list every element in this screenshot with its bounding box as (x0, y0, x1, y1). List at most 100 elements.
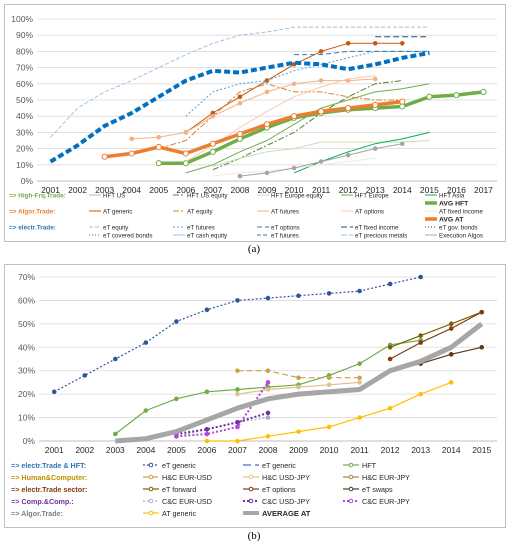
data-point (113, 356, 118, 362)
legend-label: AVG AT (439, 217, 464, 224)
y-tick-label: 40% (16, 111, 33, 121)
data-point (318, 49, 324, 54)
legend-label: AVG eT (439, 241, 464, 242)
series-hft-europe (185, 83, 430, 174)
data-point (345, 41, 351, 46)
data-point (235, 419, 240, 425)
data-point (204, 431, 210, 437)
data-point (296, 429, 301, 434)
data-point (418, 340, 423, 345)
x-tick-label: 2008 (259, 445, 278, 455)
y-tick-label: 0% (21, 176, 34, 186)
y-tick-label: 80% (16, 46, 33, 56)
x-tick-label: 2015 (420, 185, 439, 195)
data-point (155, 143, 162, 151)
legend-label: AT futures (271, 209, 299, 216)
series-line (212, 80, 403, 171)
legend-label: HFT Europe equity (271, 193, 324, 200)
x-tick-label: 2006 (197, 445, 216, 455)
legend-label: AT generic (103, 209, 132, 216)
data-point (265, 415, 271, 420)
data-point (263, 121, 271, 128)
y-tick-label: 0% (23, 436, 36, 446)
x-tick-label: 2008 (230, 185, 249, 195)
y-tick-label: 10% (18, 413, 35, 423)
series-line (185, 83, 430, 174)
data-point (51, 389, 57, 395)
x-tick-label: 2011 (312, 185, 331, 195)
data-point (387, 281, 393, 287)
legend-group-label: => Algor.Trade: (11, 509, 63, 518)
data-point (326, 375, 332, 381)
legend-label: C&C EUR-JPY (362, 497, 410, 506)
data-point (265, 295, 271, 301)
data-point (345, 105, 352, 112)
series-line (115, 321, 484, 444)
data-point (129, 136, 135, 142)
y-tick-label: 30% (18, 366, 35, 376)
series-at-generic (204, 380, 454, 444)
data-point (204, 389, 210, 395)
legend-label: AT fixed income (439, 209, 483, 216)
series-hft (113, 337, 423, 437)
data-point (204, 438, 210, 444)
x-tick-label: 2001 (41, 185, 60, 195)
data-point (399, 98, 406, 105)
series-line (389, 311, 482, 348)
caption-a: (a) (247, 243, 261, 255)
data-point (326, 424, 332, 430)
series-h-c-eur-usd (235, 368, 362, 381)
data-point (357, 380, 362, 385)
legend-label: eT fixed income (355, 225, 399, 232)
data-point (209, 148, 216, 155)
legend-label: AT options (355, 209, 384, 216)
y-tick-label: 50% (18, 319, 35, 329)
data-point (357, 288, 362, 294)
data-point (174, 434, 179, 439)
legend-label: HFT Asia (439, 193, 465, 200)
y-tick-label: 20% (18, 389, 35, 399)
series-average-at (115, 321, 484, 444)
y-tick-label: 100% (11, 14, 33, 24)
x-tick-label: 2014 (393, 185, 412, 195)
data-point (357, 361, 362, 366)
data-point (128, 150, 135, 157)
data-point (387, 405, 393, 411)
legend-group-label: => Algor.Trade: (9, 209, 55, 216)
legend-marker (348, 474, 354, 480)
legend-marker (348, 486, 354, 492)
data-point (204, 307, 210, 313)
series-at-futures (129, 76, 378, 142)
legend-marker (148, 486, 154, 492)
series-line (50, 26, 430, 138)
legend-group-label: => electr.Trade sector: (11, 485, 87, 494)
y-tick-label: 90% (16, 30, 33, 40)
x-tick-label: 2009 (258, 185, 277, 195)
data-point (479, 344, 485, 350)
series-line (54, 276, 421, 393)
data-point (235, 391, 240, 397)
legend-label: H&C USD-JPY (262, 473, 310, 482)
series-avg-et (49, 51, 430, 164)
legend-marker (248, 498, 254, 504)
x-tick-label: 2005 (149, 185, 168, 195)
data-point (235, 298, 240, 303)
data-point (448, 380, 454, 385)
series-hft-us-equity (212, 80, 403, 171)
data-point (209, 140, 216, 147)
x-tick-label: 2010 (320, 445, 339, 455)
y-tick-label: 30% (16, 127, 33, 137)
x-tick-label: 2007 (203, 185, 222, 195)
x-tick-label: 2005 (167, 445, 186, 455)
y-tick-label: 20% (16, 144, 33, 154)
legend-label: Execution Algos (439, 233, 483, 240)
data-point (265, 387, 271, 392)
series-et-options (294, 50, 430, 56)
data-point (453, 92, 460, 99)
series-line (212, 140, 430, 167)
series-h-c-usd-jpy (235, 380, 362, 397)
data-point (291, 165, 297, 171)
data-point (326, 382, 332, 388)
data-point (479, 309, 485, 315)
legend-label: eT covered bonds (103, 233, 152, 240)
